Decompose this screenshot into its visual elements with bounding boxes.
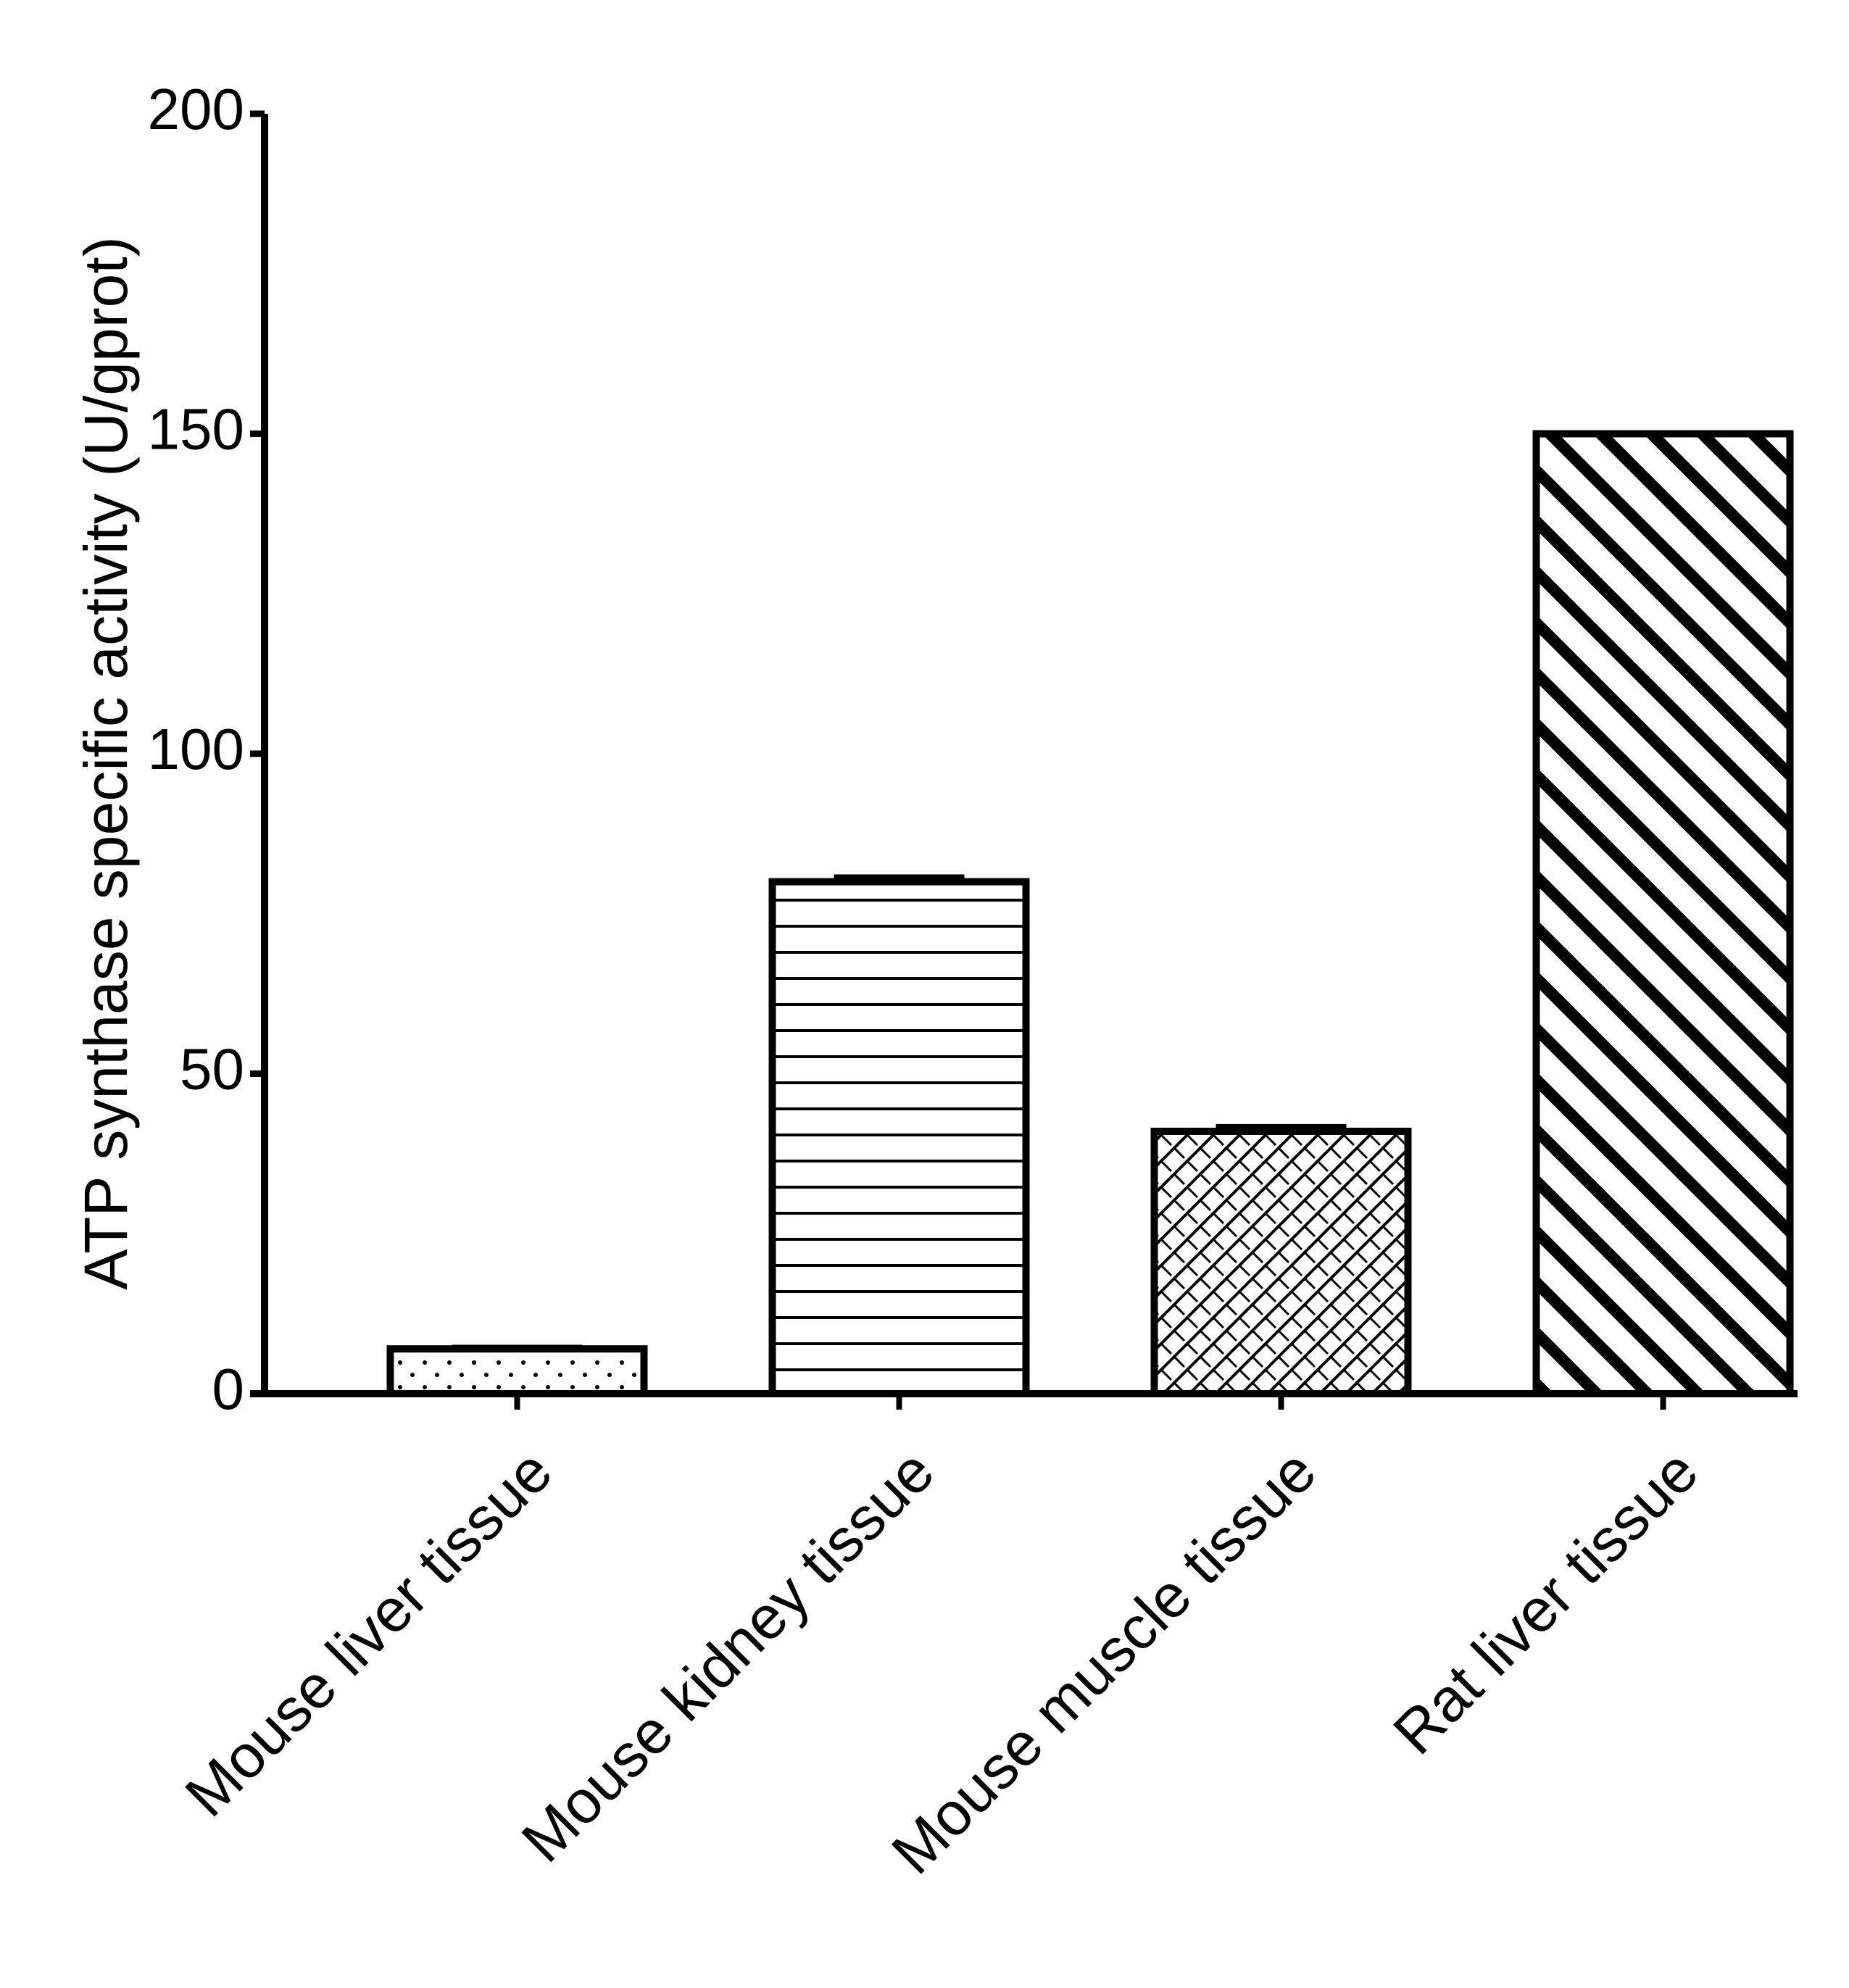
- bar: [1150, 1127, 1412, 1397]
- y-tick-label: 0: [212, 1357, 245, 1421]
- y-tick-label: 50: [180, 1037, 244, 1102]
- bar: [768, 878, 1030, 1397]
- y-tick-label: 150: [148, 397, 244, 462]
- y-tick-label: 100: [148, 717, 244, 781]
- x-tick-label: Rat liver tissue: [1380, 1436, 1711, 1767]
- x-tick-label: Mouse muscle tissue: [878, 1436, 1329, 1887]
- x-tick-label: Mouse kidney tissue: [509, 1436, 947, 1875]
- bar: [1532, 430, 1794, 1397]
- bar: [386, 1345, 648, 1397]
- y-tick-label: 200: [148, 77, 244, 141]
- y-axis-label: ATP synthase specific activity (U/gprot): [72, 236, 140, 1289]
- x-tick-label: Mouse liver tissue: [172, 1436, 565, 1829]
